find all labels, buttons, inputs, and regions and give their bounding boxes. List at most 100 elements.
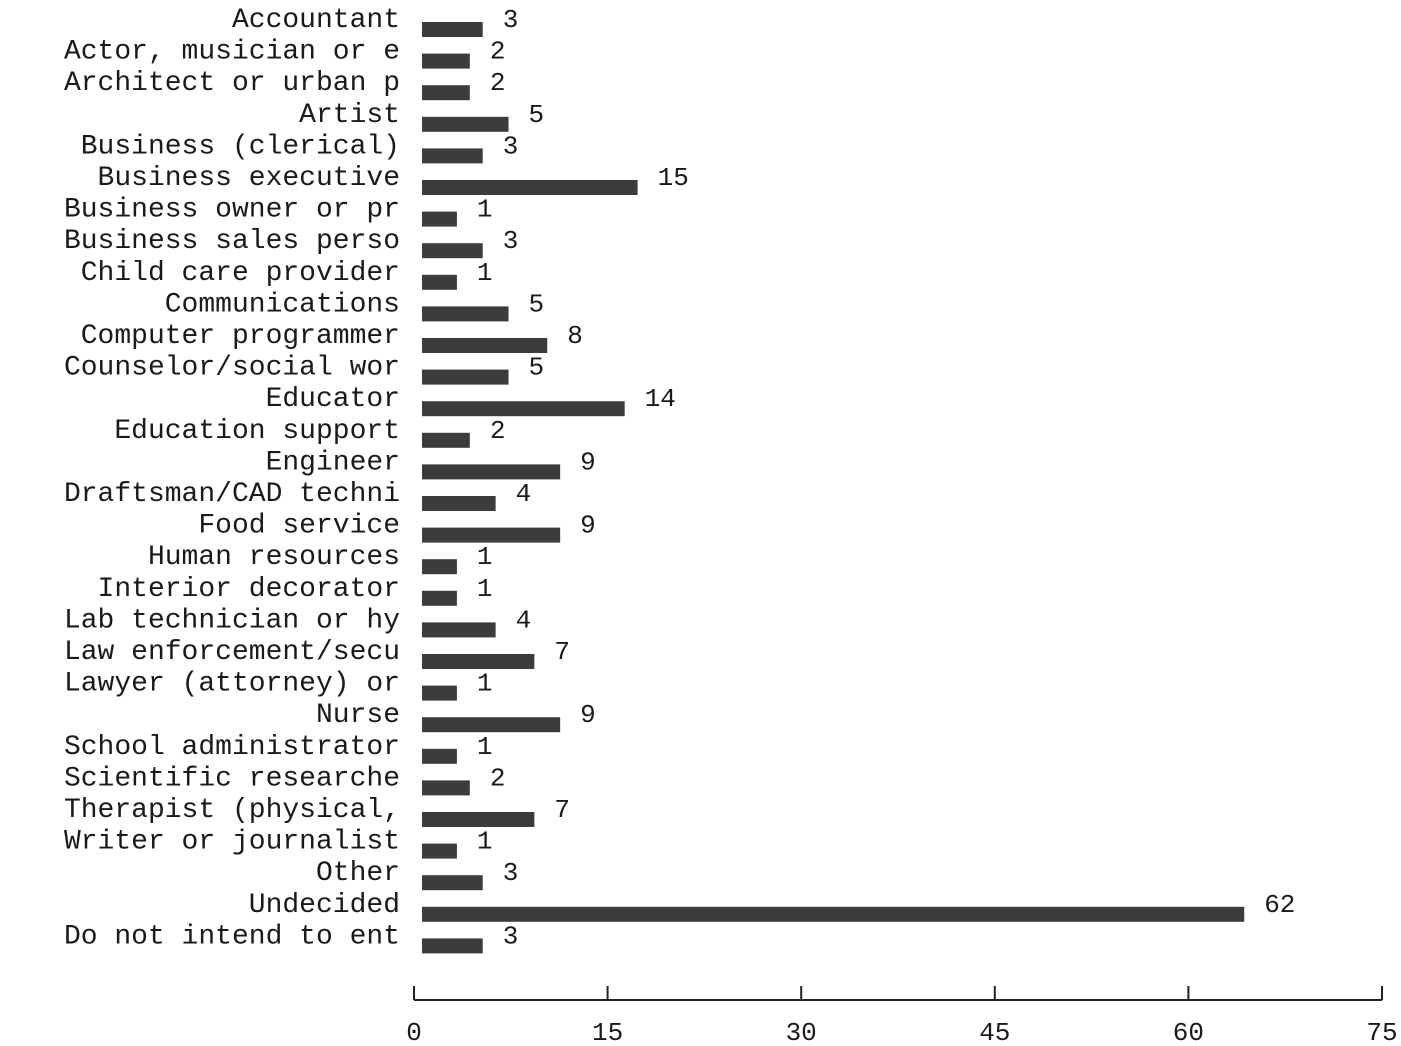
value-label: 5 (529, 289, 545, 319)
bar (422, 654, 535, 669)
value-label: 2 (490, 68, 506, 98)
value-label: 14 (645, 384, 676, 414)
category-label: Food service (198, 511, 400, 542)
category-label: Scientific researche (64, 763, 400, 794)
bar (422, 369, 509, 385)
value-label: 62 (1264, 890, 1295, 920)
bar (422, 717, 561, 733)
value-label: 1 (477, 542, 493, 572)
category-label: Architect or urban p (64, 68, 400, 99)
bar (422, 338, 548, 353)
bar (422, 211, 457, 227)
x-tick-label: 0 (406, 1018, 422, 1046)
x-tick-label: 75 (1366, 1018, 1397, 1046)
category-label: Business sales perso (64, 226, 400, 257)
bar (422, 559, 457, 575)
value-label: 1 (477, 258, 493, 288)
bar (422, 306, 509, 322)
category-label: Business executive (98, 163, 400, 194)
bar (422, 148, 483, 164)
value-label: 2 (490, 763, 506, 793)
bar (422, 53, 470, 69)
bar (422, 464, 561, 480)
value-label: 1 (477, 574, 493, 604)
category-label: Artist (299, 100, 400, 131)
value-label: 9 (580, 700, 596, 730)
value-label: 1 (477, 195, 493, 225)
bar (422, 401, 625, 417)
bar (422, 116, 509, 132)
bar (422, 812, 535, 827)
value-label: 1 (477, 827, 493, 857)
x-tick-label: 30 (786, 1018, 817, 1046)
category-label: Counselor/social wor (64, 353, 400, 384)
category-label: Communications (165, 289, 400, 320)
bar (422, 274, 457, 290)
category-label: Actor, musician or e (64, 37, 400, 68)
value-label: 9 (580, 447, 596, 477)
value-label: 4 (516, 605, 532, 635)
value-label: 3 (503, 921, 519, 951)
category-label: Other (316, 858, 400, 889)
bar (422, 496, 496, 511)
value-label: 15 (658, 163, 689, 193)
bar (422, 180, 638, 195)
category-label: Child care provider (81, 258, 400, 289)
value-label: 8 (567, 321, 583, 351)
bar (422, 748, 457, 764)
value-label: 3 (503, 226, 519, 256)
x-tick-label: 60 (1173, 1018, 1204, 1046)
value-label: 4 (516, 479, 532, 509)
category-label: Business owner or pr (64, 195, 400, 226)
value-label: 2 (490, 416, 506, 446)
x-tick-label: 45 (979, 1018, 1010, 1046)
category-label: Engineer (266, 447, 400, 478)
category-label: Business (clerical) (81, 131, 400, 162)
category-label: Therapist (physical, (64, 795, 400, 826)
value-label: 3 (503, 5, 519, 35)
bar (422, 843, 457, 859)
bar (422, 22, 483, 37)
value-label: 9 (580, 511, 596, 541)
value-label: 3 (503, 858, 519, 888)
category-label: Educator (266, 384, 400, 415)
bar (422, 527, 561, 543)
category-label: Computer programmer (81, 321, 400, 352)
bar (422, 938, 483, 954)
value-label: 5 (529, 100, 545, 130)
category-label: Undecided (249, 890, 400, 921)
category-label: School administrator (64, 732, 400, 763)
bar (422, 243, 483, 259)
bar (422, 590, 457, 606)
bar (422, 622, 496, 638)
bar (422, 780, 470, 796)
category-label: Do not intend to ent (64, 921, 400, 952)
value-label: 1 (477, 732, 493, 762)
value-label: 7 (554, 637, 570, 667)
value-label: 7 (554, 795, 570, 825)
bar (422, 875, 483, 891)
value-label: 3 (503, 131, 519, 161)
bar (422, 432, 470, 448)
category-label: Writer or journalist (64, 827, 400, 858)
category-label: Human resources (148, 542, 400, 573)
category-label: Accountant (232, 5, 400, 36)
category-label: Law enforcement/secu (64, 637, 400, 668)
bar (422, 85, 470, 101)
category-label: Lab technician or hy (64, 605, 400, 636)
bar (422, 685, 457, 701)
x-tick-label: 15 (592, 1018, 623, 1046)
category-label: Education support (114, 416, 400, 447)
x-axis: 0 15 30 45 60 75 (406, 986, 1398, 1046)
value-label: 2 (490, 37, 506, 67)
value-label: 5 (529, 353, 545, 383)
category-label: Nurse (316, 700, 400, 731)
value-label: 1 (477, 669, 493, 699)
category-label: Interior decorator (98, 574, 400, 605)
bars (422, 22, 1245, 954)
bar (422, 906, 1245, 922)
category-label: Draftsman/CAD techni (64, 479, 400, 510)
